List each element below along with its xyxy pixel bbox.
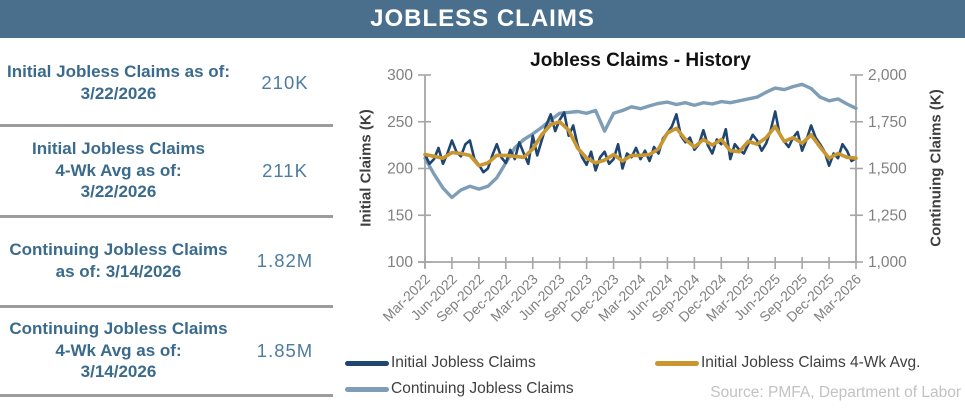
right-tick-label: 2,000: [868, 67, 907, 84]
chart-canvas: 300 2,000 250 1,750 200 1,500 150 1,250 100 1,000…: [379, 67, 907, 325]
divider: [0, 305, 333, 308]
stat-initial-claims: Initial Jobless Claims as of: 3/22/2026 …: [0, 42, 333, 124]
left-tick-label: 300: [387, 67, 413, 84]
left-tick-label: 250: [387, 114, 413, 131]
legend-label: Initial Jobless Claims 4-Wk Avg.: [701, 354, 921, 371]
stat-label: Continuing Jobless Claims 4-Wk Avg as of…: [9, 318, 228, 382]
stat-label: Initial Jobless Claims as of: 3/22/2026: [7, 62, 230, 103]
right-tick-label: 1,500: [868, 161, 907, 178]
right-tick-label: 1,000: [868, 254, 907, 271]
legend-swatch-steel: [345, 386, 389, 392]
legend-swatch-gold: [655, 360, 699, 366]
legend-item-initial-claims-4wk: Initial Jobless Claims 4-Wk Avg.: [655, 354, 920, 372]
chart-title: Jobless Claims - History: [530, 50, 751, 71]
legend-label: Initial Jobless Claims: [391, 354, 536, 371]
legend-item-initial-claims: Initial Jobless Claims: [345, 354, 536, 372]
legend-label: Continuing Jobless Claims: [391, 380, 574, 397]
stat-continuing-claims-4wk: Continuing Jobless Claims 4-Wk Avg as of…: [0, 308, 333, 393]
divider: [0, 215, 333, 218]
jobless-claims-history-chart: Jobless Claims - History Initial Claims …: [330, 40, 965, 414]
stat-initial-claims-4wk: Initial Jobless Claims 4-Wk Avg as of: 3…: [0, 127, 333, 214]
divider: [0, 124, 333, 127]
legend-swatch-navy: [345, 360, 389, 366]
left-tick-label: 100: [387, 254, 413, 271]
right-tick-label: 1,250: [868, 207, 907, 224]
stat-label: Initial Jobless Claims 4-Wk Avg as of: 3…: [32, 138, 205, 202]
page-title: JOBLESS CLAIMS: [0, 0, 965, 38]
stat-value: 211K: [262, 159, 308, 181]
left-tick-label: 150: [387, 207, 413, 224]
legend-item-continuing-claims: Continuing Jobless Claims: [345, 380, 574, 398]
stat-value: 1.82M: [256, 250, 314, 271]
stat-value: 210K: [261, 72, 309, 93]
right-tick-label: 1,750: [868, 114, 907, 131]
stat-continuing-claims: Continuing Jobless Claims as of: 3/14/20…: [0, 218, 333, 304]
series-right-line: [423, 82, 858, 200]
left-tick-label: 200: [387, 161, 413, 178]
source-attribution: Source: PMFA, Department of Labor: [710, 384, 961, 401]
series-left-line: [423, 120, 858, 168]
divider: [0, 394, 333, 397]
stat-value: 1.85M: [256, 339, 314, 361]
stat-label: Continuing Jobless Claims as of: 3/14/20…: [9, 240, 228, 281]
